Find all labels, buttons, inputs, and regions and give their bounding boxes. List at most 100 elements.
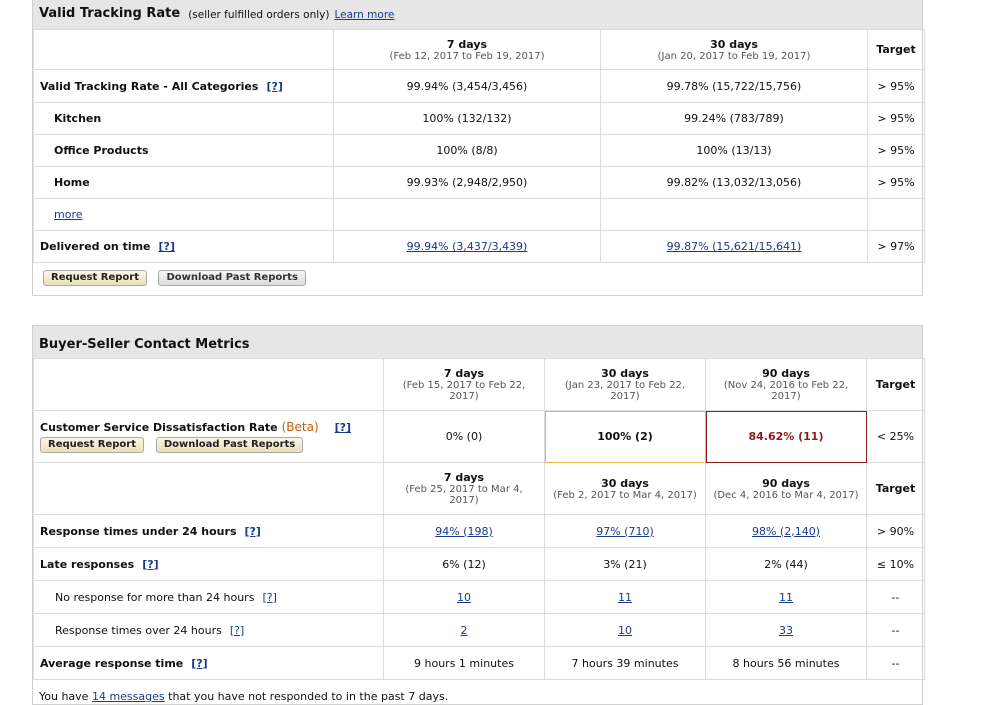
row-label-text: Customer Service Dissatisfaction Rate <box>40 421 278 434</box>
value-7-days: 100% (8/8) <box>333 134 601 167</box>
value-7-days: 99.93% (2,948/2,950) <box>333 166 601 199</box>
contact-metrics-table: 7 days (Feb 15, 2017 to Feb 22, 2017) 30 … <box>33 358 925 680</box>
value-90-days: 2% (44) <box>705 547 867 581</box>
row-label-text: Valid Tracking Rate - All Categories <box>40 79 259 93</box>
row-label: Kitchen <box>33 102 334 135</box>
col-90-days-header: 90 days (Nov 24, 2016 to Feb 22, 2017) <box>705 358 867 411</box>
col-90-days-header: 90 days (Dec 4, 2016 to Mar 4, 2017) <box>705 462 867 515</box>
table-row: Response times over 24 hours [?] 2 10 33 … <box>33 613 925 647</box>
table-row: Delivered on time [?] 99.94% (3,437/3,439… <box>33 230 925 263</box>
empty-header-cell <box>33 29 334 70</box>
value-7-days: 100% (132/132) <box>333 102 601 135</box>
table-row: Average response time [?] 9 hours 1 minut… <box>33 646 925 680</box>
more-link[interactable]: more <box>54 208 83 221</box>
download-past-reports-button[interactable]: Download Past Reports <box>155 437 304 453</box>
row-label: Response times over 24 hours [?] <box>33 613 384 647</box>
value-link[interactable]: 11 <box>779 590 793 604</box>
col-7-days-header: 7 days (Feb 15, 2017 to Feb 22, 2017) <box>383 358 545 411</box>
value-30-days: 99.78% (15,722/15,756) <box>600 69 868 103</box>
col-title: 7 days <box>443 367 485 380</box>
messages-link[interactable]: 14 messages <box>91 690 165 703</box>
col-range: (Feb 15, 2017 to Feb 22, 2017) <box>402 380 526 402</box>
value-link[interactable]: 98% (2,140) <box>751 524 821 538</box>
table-header-row: 7 days (Feb 12, 2017 to Feb 19, 2017) 30… <box>33 29 925 70</box>
help-link[interactable]: [?] <box>158 240 175 253</box>
value-7-days: 94% (198) <box>383 514 545 548</box>
row-label-text: Delivered on time <box>40 240 151 253</box>
valid-tracking-rate-header: Valid Tracking Rate (seller fulfilled or… <box>33 0 922 29</box>
help-link[interactable]: [?] <box>244 524 261 538</box>
table-header-row: 7 days (Feb 15, 2017 to Feb 22, 2017) 30 … <box>33 358 925 411</box>
target-value: ≤ 10% <box>866 547 925 581</box>
value-link[interactable]: 99.87% (15,621/15,641) <box>666 240 802 253</box>
row-label-text: Late responses <box>40 557 135 571</box>
value-30-days: 99.82% (13,032/13,056) <box>600 166 868 199</box>
buyer-seller-contact-section: Buyer-Seller Contact Metrics 7 days (Feb … <box>32 325 925 705</box>
beta-badge: (Beta) <box>281 420 319 434</box>
col-title: 30 days <box>601 367 649 380</box>
value-7-days: 9 hours 1 minutes <box>383 646 545 680</box>
row-label: Home <box>33 166 334 199</box>
help-link[interactable]: [?] <box>191 656 208 670</box>
col-title: 7 days <box>443 471 485 484</box>
table-row: Office Products 100% (8/8) 100% (13/13) … <box>33 134 925 167</box>
more-cell: more <box>33 198 334 231</box>
request-report-button[interactable]: Request Report <box>40 437 144 453</box>
empty-header-cell <box>33 462 384 515</box>
value-link[interactable]: 10 <box>457 590 471 604</box>
col-30-days-header: 30 days (Jan 20, 2017 to Feb 19, 2017) <box>600 29 868 70</box>
help-link[interactable]: [?] <box>266 79 283 93</box>
row-label: Office Products <box>33 134 334 167</box>
download-past-reports-button[interactable]: Download Past Reports <box>158 270 306 286</box>
value-7-days: 99.94% (3,454/3,456) <box>333 69 601 103</box>
col-range: (Feb 25, 2017 to Mar 4, 2017) <box>405 484 523 506</box>
value-90-days: 8 hours 56 minutes <box>705 646 867 680</box>
learn-more-link[interactable]: Learn more <box>334 9 395 21</box>
col-title: 7 days <box>446 37 488 51</box>
empty-cell <box>333 198 601 231</box>
valid-tracking-rate-section: Valid Tracking Rate (seller fulfilled or… <box>32 0 925 296</box>
table-row: Kitchen 100% (132/132) 99.24% (783/789) … <box>33 102 925 135</box>
section-title: Buyer-Seller Contact Metrics <box>39 337 250 352</box>
row-label: Delivered on time [?] <box>33 230 334 263</box>
col-30-days-header: 30 days (Feb 2, 2017 to Mar 4, 2017) <box>544 462 706 515</box>
value-link[interactable]: 97% (710) <box>596 524 654 538</box>
target-value: -- <box>866 580 925 614</box>
col-7-days-header: 7 days (Feb 12, 2017 to Feb 19, 2017) <box>333 29 601 70</box>
col-range: (Feb 2, 2017 to Mar 4, 2017) <box>553 489 697 501</box>
empty-header-cell <box>33 358 384 411</box>
target-value: < 25% <box>866 410 925 463</box>
section-title: Valid Tracking Rate <box>39 6 181 21</box>
help-link[interactable]: [?] <box>229 623 245 637</box>
col-range: (Jan 20, 2017 to Feb 19, 2017) <box>657 50 811 62</box>
value-30-days: 7 hours 39 minutes <box>544 646 706 680</box>
help-link[interactable]: [?] <box>262 590 277 604</box>
col-7-days-header: 7 days (Feb 25, 2017 to Mar 4, 2017) <box>383 462 545 515</box>
table-row: Response times under 24 hours [?] 94% (19… <box>33 514 925 548</box>
valid-tracking-table: 7 days (Feb 12, 2017 to Feb 19, 2017) 30… <box>33 29 925 263</box>
empty-cell <box>600 198 868 231</box>
value-link[interactable]: 11 <box>618 590 632 604</box>
value-link[interactable]: 2 <box>460 623 468 637</box>
value-30-days: 99.24% (783/789) <box>600 102 868 135</box>
value-link[interactable]: 10 <box>618 623 632 637</box>
col-range: (Feb 12, 2017 to Feb 19, 2017) <box>389 50 545 62</box>
help-link[interactable]: [?] <box>142 557 159 571</box>
value-link[interactable]: 99.94% (3,437/3,439) <box>406 240 528 253</box>
row-label-text: Average response time <box>40 656 184 670</box>
value-90-days: 11 <box>705 580 867 614</box>
value-30-days: 100% (2) <box>544 410 706 463</box>
value-90-days: 84.62% (11) <box>705 410 867 463</box>
value-link[interactable]: 33 <box>779 623 793 637</box>
value-7-days: 0% (0) <box>383 410 545 463</box>
table-row: No response for more than 24 hours [?] 10… <box>33 580 925 614</box>
help-link[interactable]: [?] <box>334 421 352 434</box>
row-label-text: No response for more than 24 hours <box>55 590 255 604</box>
table-header-row: 7 days (Feb 25, 2017 to Mar 4, 2017) 30 d… <box>33 462 925 515</box>
value-7-days: 6% (12) <box>383 547 545 581</box>
buyer-seller-header: Buyer-Seller Contact Metrics <box>33 326 922 358</box>
request-report-button[interactable]: Request Report <box>43 270 147 286</box>
value-link[interactable]: 94% (198) <box>435 524 493 538</box>
value-7-days: 99.94% (3,437/3,439) <box>333 230 601 263</box>
table-row: Valid Tracking Rate - All Categories [?] … <box>33 69 925 103</box>
